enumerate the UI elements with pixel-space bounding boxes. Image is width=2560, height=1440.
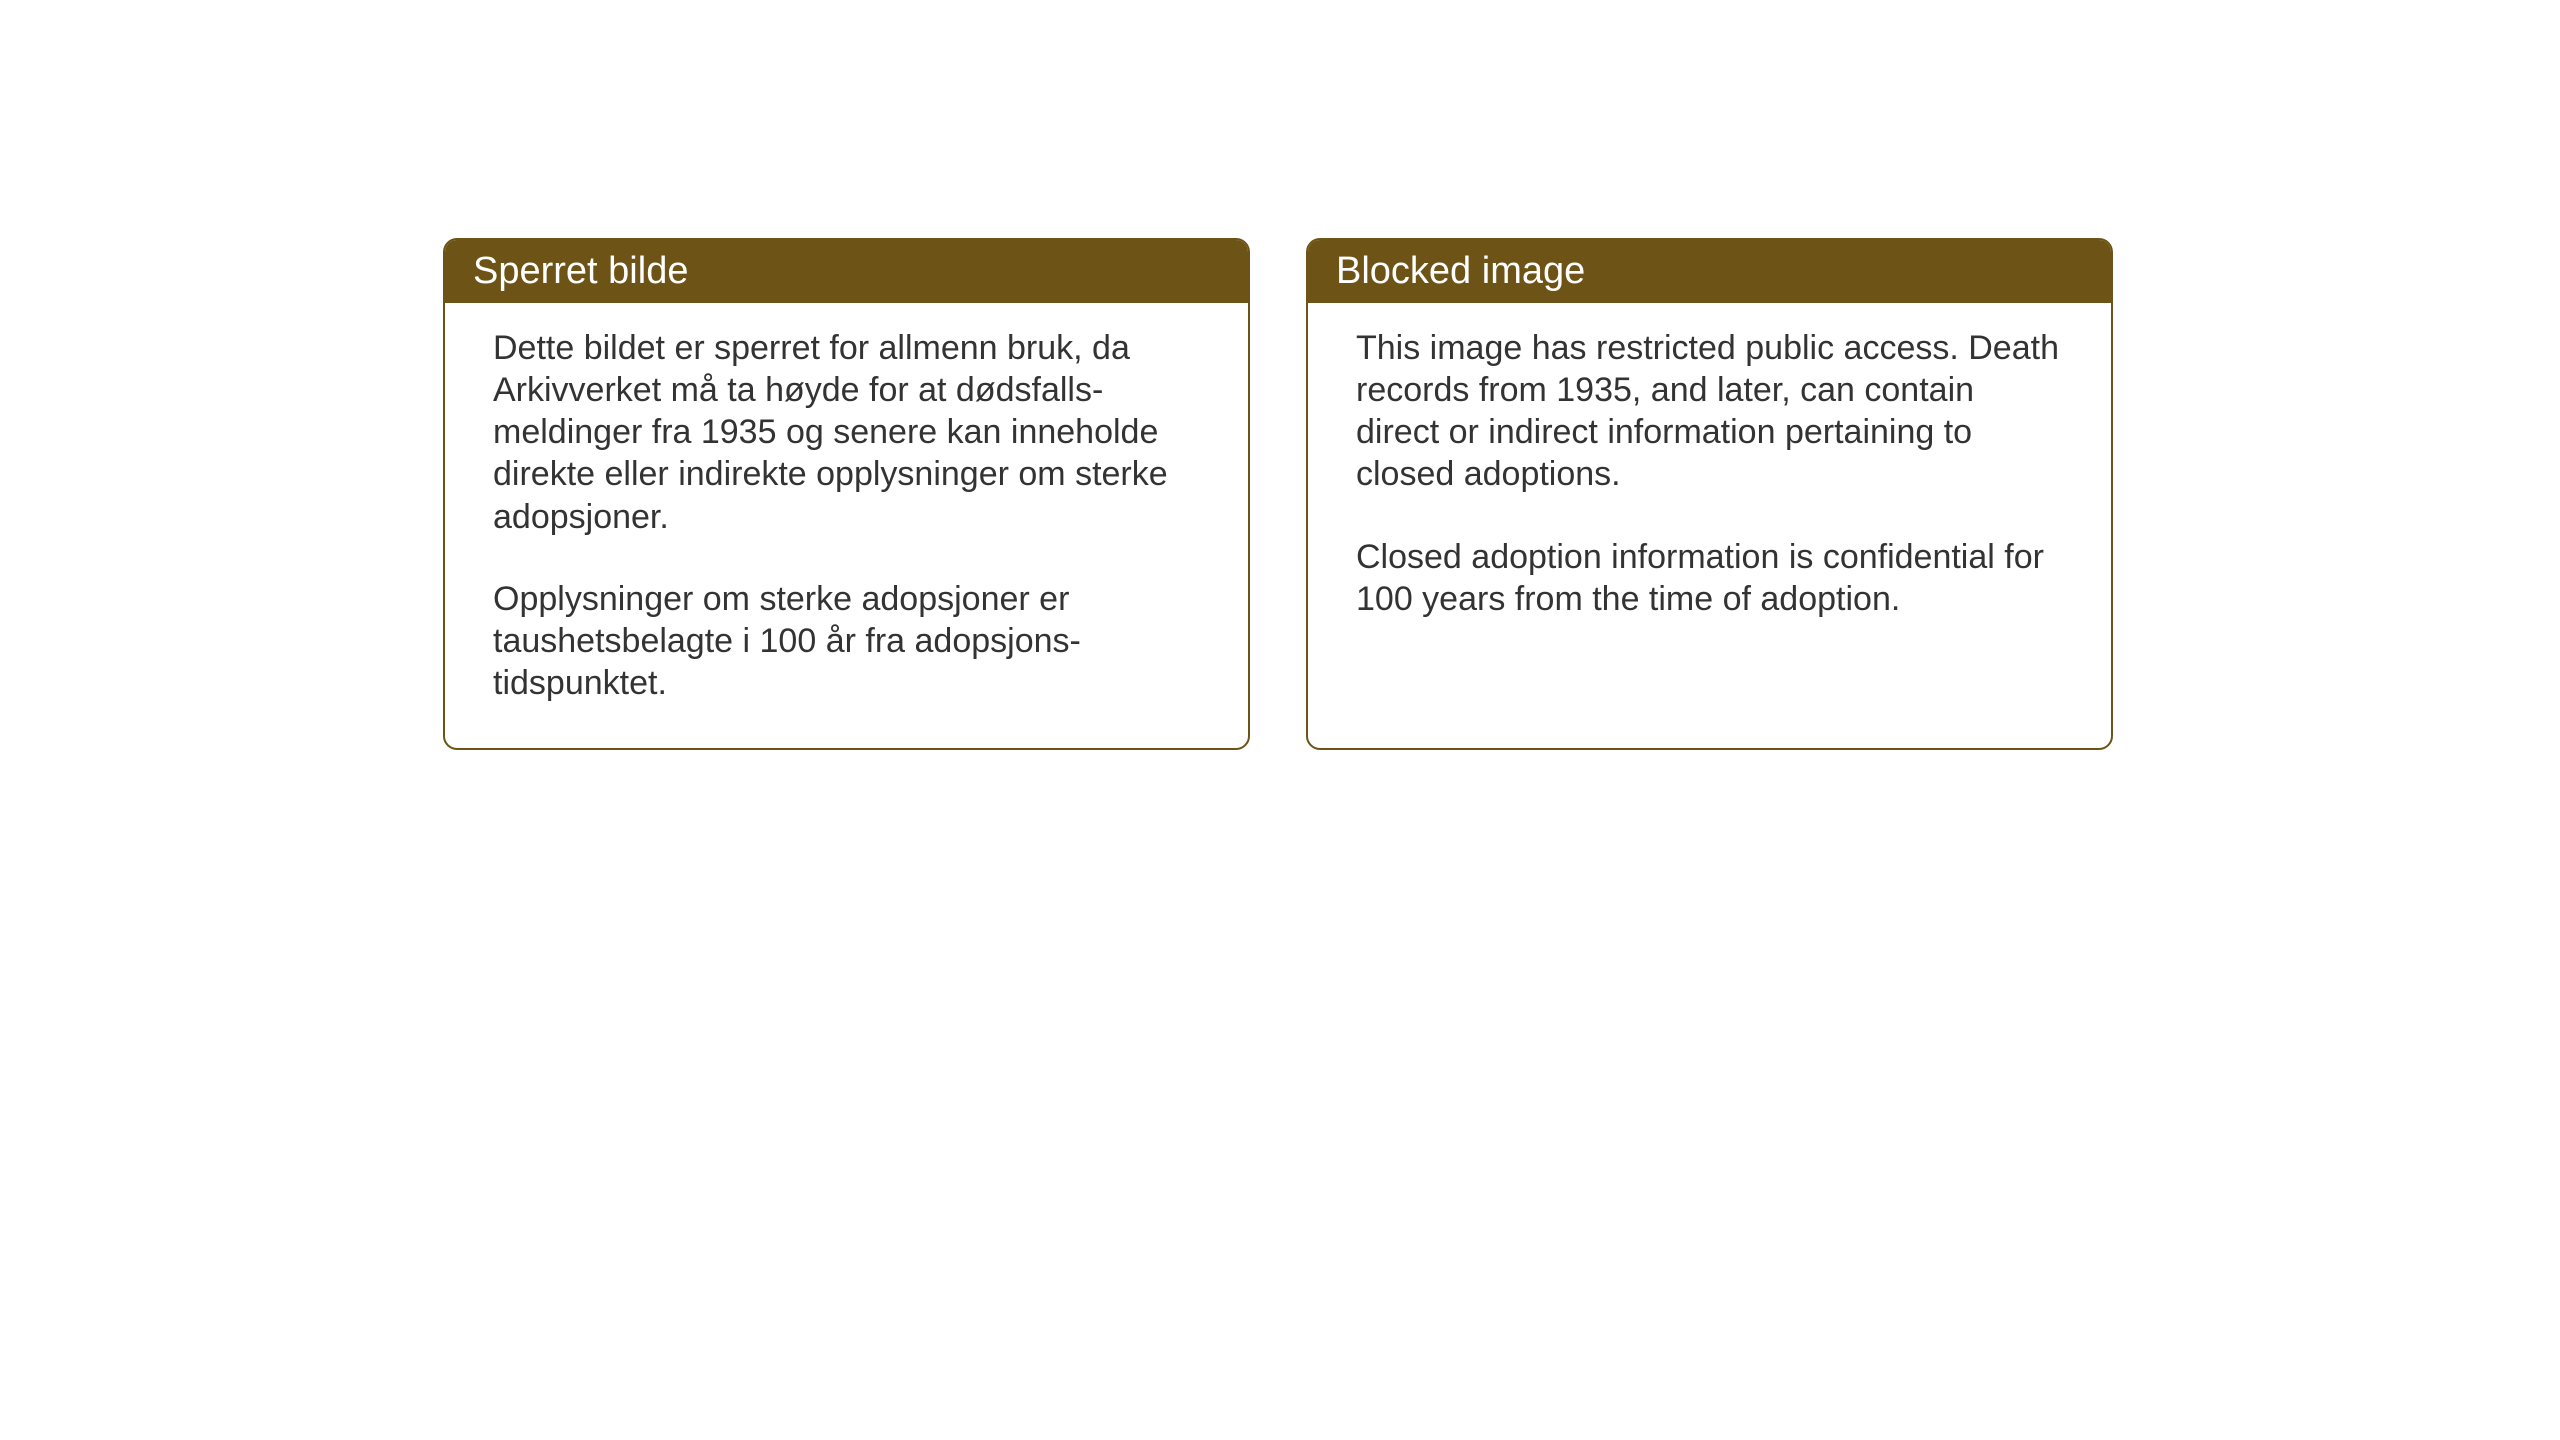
notice-card-english: Blocked image This image has restricted … [1306,238,2113,750]
notice-container: Sperret bilde Dette bildet er sperret fo… [0,0,2560,750]
card-title-english: Blocked image [1336,250,2083,293]
notice-card-norwegian: Sperret bilde Dette bildet er sperret fo… [443,238,1250,750]
card-paragraph-2-english: Closed adoption information is confident… [1356,536,2063,620]
card-paragraph-2-norwegian: Opplysninger om sterke adopsjoner er tau… [493,578,1200,704]
card-title-norwegian: Sperret bilde [473,250,1220,293]
card-body-norwegian: Dette bildet er sperret for allmenn bruk… [445,303,1248,748]
card-header-norwegian: Sperret bilde [445,240,1248,303]
card-paragraph-1-english: This image has restricted public access.… [1356,327,2063,496]
card-body-english: This image has restricted public access.… [1308,303,2111,664]
card-header-english: Blocked image [1308,240,2111,303]
card-paragraph-1-norwegian: Dette bildet er sperret for allmenn bruk… [493,327,1200,538]
